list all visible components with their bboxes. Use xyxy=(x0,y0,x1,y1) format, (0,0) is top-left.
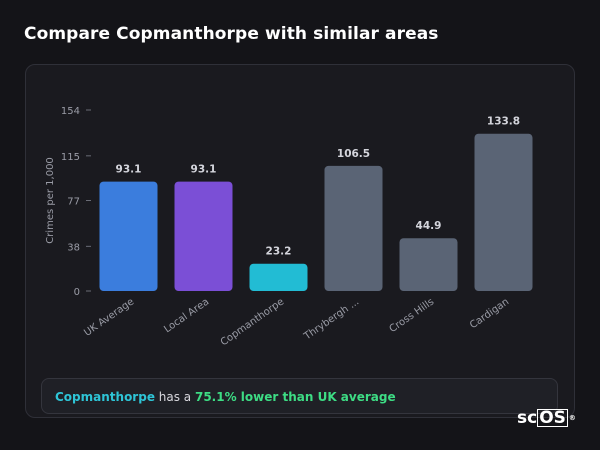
x-category-label: Copmanthorpe xyxy=(219,296,286,348)
summary-text: has a xyxy=(154,390,195,404)
y-axis-label: Crimes per 1,000 xyxy=(45,157,56,244)
logo-prefix: sc xyxy=(517,408,538,428)
bar-value-label: 93.1 xyxy=(191,164,217,176)
bar xyxy=(99,181,158,291)
bar xyxy=(399,238,458,291)
bar-value-label: 106.5 xyxy=(337,148,370,160)
bar-value-label: 133.8 xyxy=(487,116,520,128)
bar-value-label: 93.1 xyxy=(116,164,142,176)
y-tick-label: 38 xyxy=(67,242,80,253)
x-category-label: Cardigan xyxy=(468,296,511,331)
x-category-label: Local Area xyxy=(162,296,211,335)
x-category-label: Thrybergh ... xyxy=(301,296,361,342)
y-tick-label: 0 xyxy=(74,287,80,298)
x-category-label: Cross Hills xyxy=(388,296,437,335)
bar-value-label: 44.9 xyxy=(416,220,442,232)
logo-registered-mark: ® xyxy=(568,414,576,422)
x-category-label: UK Average xyxy=(82,296,136,338)
y-tick-label: 77 xyxy=(67,197,80,208)
y-tick-label: 115 xyxy=(61,152,80,163)
bar-value-label: 23.2 xyxy=(266,246,292,258)
y-tick-label: 154 xyxy=(61,106,80,117)
logo-boxed: OS xyxy=(537,408,568,428)
scos-logo: sc OS ® xyxy=(517,408,576,428)
summary-box: Copmanthorpe has a 75.1% lower than UK a… xyxy=(41,378,558,414)
page-title: Compare Copmanthorpe with similar areas xyxy=(24,24,439,44)
bar xyxy=(249,263,308,291)
bar xyxy=(174,181,233,291)
bar xyxy=(324,165,383,291)
summary-comparison: 75.1% lower than UK average xyxy=(194,390,396,404)
summary-area-name: Copmanthorpe xyxy=(55,390,155,404)
bar xyxy=(474,133,533,291)
